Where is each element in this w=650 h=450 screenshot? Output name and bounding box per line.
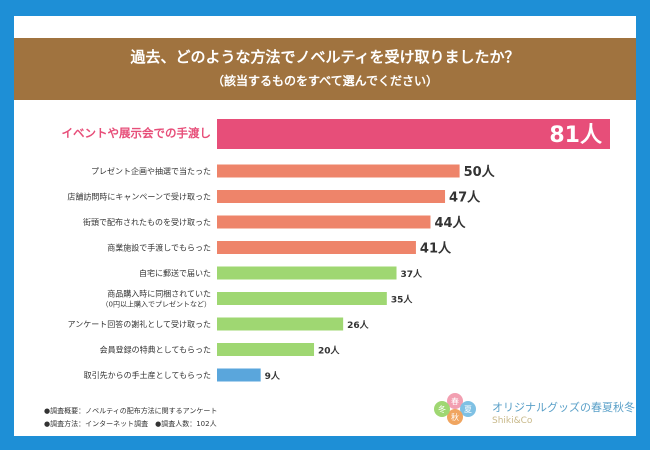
logo-sub: Shiki&Co — [492, 416, 533, 426]
category-label-0: イベントや展示会での手渡し — [62, 126, 212, 140]
bar-7 — [217, 317, 344, 331]
bar-3 — [217, 215, 431, 229]
category-label-6: 商品購入時に同梱されていた — [107, 289, 211, 299]
category-label-3: 街頭で配布されたものを受け取った — [83, 217, 211, 227]
category-sublabel-6: （0円以上購入でプレゼントなど） — [102, 300, 211, 309]
value-label-1: 50人 — [464, 164, 496, 180]
logo-name: オリジナルグッズの春夏秋冬 — [492, 401, 635, 414]
bar-2 — [217, 190, 446, 203]
bar-0 — [217, 119, 610, 149]
bar-8 — [217, 343, 315, 356]
value-label-7: 26人 — [347, 319, 370, 331]
value-label-2: 47人 — [449, 190, 481, 206]
category-label-1: プレゼント企画や抽選で当たった — [91, 166, 211, 176]
bar-6 — [217, 292, 387, 305]
chart-panel: 過去、どのような方法でノベルティを受け取りましたか？ （該当するものをすべて選ん… — [14, 16, 636, 436]
value-label-5: 37人 — [401, 268, 424, 280]
bar-5 — [217, 266, 397, 280]
chart-title: 過去、どのような方法でノベルティを受け取りましたか？ — [130, 48, 520, 66]
value-label-8: 20人 — [318, 345, 341, 357]
value-label-6: 35人 — [391, 294, 414, 306]
survey-note-2: ●調査方法：インターネット調査 ●調査人数：102人 — [44, 420, 217, 428]
value-label-3: 44人 — [434, 215, 466, 231]
bar-4 — [217, 241, 416, 254]
value-label-4: 41人 — [420, 241, 452, 257]
survey-note-1: ●調査概要：ノベルティの配布方法に関するアンケート — [44, 407, 218, 415]
category-label-5: 自宅に郵送で届いた — [139, 268, 211, 278]
category-label-4: 商業施設で手渡しでもらった — [107, 243, 211, 253]
chart-subtitle: （該当するものをすべて選んでください） — [211, 74, 439, 88]
value-label-0: 81人 — [549, 123, 602, 148]
category-label-8: 会員登録の特典としてもらった — [100, 345, 211, 355]
category-label-2: 店舗訪問時にキャンペーンで受け取った — [67, 192, 211, 202]
title-band: 過去、どのような方法でノベルティを受け取りましたか？ （該当するものをすべて選ん… — [14, 38, 636, 100]
bar-1 — [217, 164, 460, 178]
category-label-7: アンケート回答の謝礼として受け取った — [68, 319, 211, 329]
bar-9 — [217, 368, 261, 382]
category-label-9: 取引先からの手土産としてもらった — [84, 370, 211, 380]
value-label-9: 9人 — [265, 370, 281, 382]
